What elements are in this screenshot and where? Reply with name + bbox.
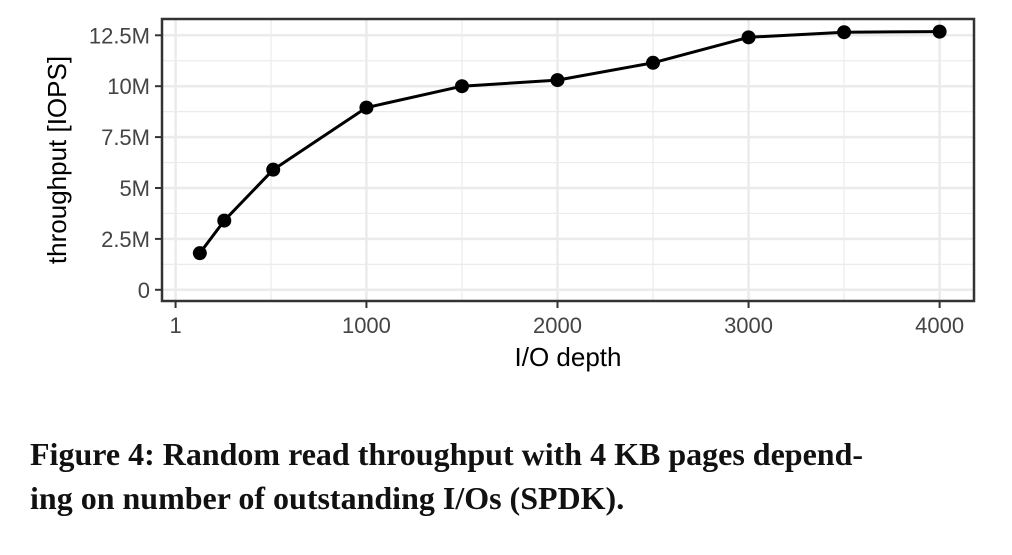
data-point bbox=[266, 162, 281, 177]
data-point bbox=[837, 25, 852, 40]
y-tick-label: 7.5M bbox=[101, 125, 150, 150]
y-axis-title: throughput [IOPS] bbox=[42, 56, 72, 264]
plot-background bbox=[162, 19, 974, 301]
axis-ticks: 1 1000 2000 3000 4000 0 2.5M 5M 7.5M 10M 12.5M bbox=[89, 23, 964, 338]
figure-caption: Figure 4: Random read throughput with 4 … bbox=[30, 432, 1000, 520]
series-throughput bbox=[192, 24, 947, 261]
data-point bbox=[741, 30, 756, 45]
caption-line-1: Figure 4: Random read throughput with 4 … bbox=[30, 436, 864, 472]
data-point bbox=[217, 213, 232, 228]
x-tick-label: 2000 bbox=[533, 313, 582, 338]
x-tick-label: 1000 bbox=[342, 313, 391, 338]
x-tick-label: 3000 bbox=[724, 313, 773, 338]
y-tick-label: 5M bbox=[119, 176, 150, 201]
x-tick-label: 1 bbox=[169, 313, 181, 338]
data-point bbox=[192, 246, 207, 261]
plot-frame bbox=[160, 17, 976, 303]
series-line bbox=[198, 30, 940, 255]
y-tick-label: 10M bbox=[107, 74, 150, 99]
y-tick-label: 2.5M bbox=[101, 227, 150, 252]
caption-line-2: ing on number of outstanding I/Os (SPDK)… bbox=[30, 480, 625, 516]
throughput-chart: 1 1000 2000 3000 4000 0 2.5M 5M 7.5M 10M 12.5M I/O… bbox=[42, 17, 976, 372]
data-point bbox=[932, 24, 947, 39]
grid-lines bbox=[162, 19, 974, 301]
data-point bbox=[454, 79, 469, 94]
data-point bbox=[359, 100, 374, 115]
y-tick-label: 0 bbox=[138, 278, 150, 303]
data-point bbox=[550, 73, 565, 88]
y-tick-label: 12.5M bbox=[89, 23, 150, 48]
data-point bbox=[646, 55, 661, 70]
x-tick-label: 4000 bbox=[915, 313, 964, 338]
x-axis-title: I/O depth bbox=[515, 342, 622, 372]
